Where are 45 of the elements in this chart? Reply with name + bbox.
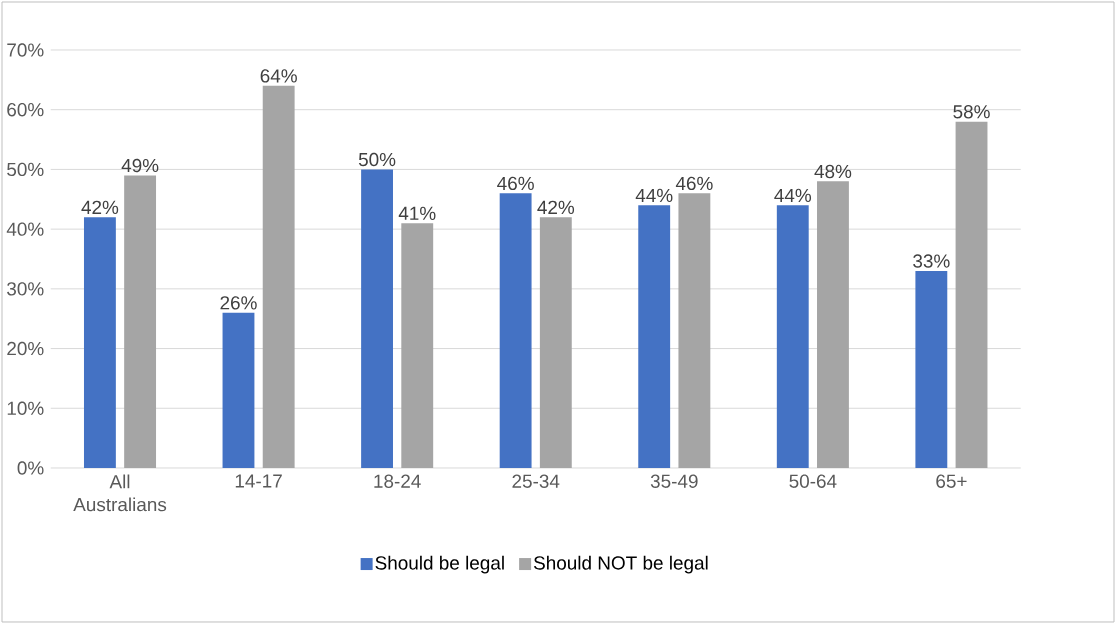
y-tick-label: 40% [6, 222, 44, 236]
y-tick-label: 10% [7, 401, 44, 415]
bar [124, 175, 157, 468]
x-tick-label: 18-24 [374, 474, 421, 488]
x-tick-label: 65+ [936, 474, 967, 488]
data-label: 42% [81, 200, 119, 214]
bar [955, 121, 988, 468]
bar [915, 270, 948, 468]
bar [638, 205, 671, 468]
bar [499, 193, 532, 468]
data-label: 48% [814, 164, 852, 179]
y-tick-label: 0% [17, 461, 44, 475]
x-tick-label: 25-34 [512, 474, 560, 488]
data-label: 49% [121, 158, 159, 173]
x-tick-label: 50-64 [789, 474, 837, 488]
bar [401, 223, 434, 468]
legend-label: Should be legal [375, 555, 504, 574]
y-tick-label: 30% [7, 282, 44, 296]
data-label: 42% [537, 200, 575, 214]
data-label: 50% [358, 152, 396, 167]
legend-label: Should NOT be legal [533, 555, 708, 574]
y-tick-label: 50% [7, 162, 44, 177]
data-label: 26% [220, 296, 257, 310]
bar [539, 217, 572, 468]
bar [776, 205, 809, 468]
bar [817, 181, 849, 468]
x-tick-label: All Australians [73, 474, 167, 512]
data-label: 33% [913, 254, 950, 268]
data-label: 46% [497, 176, 534, 191]
data-label: 46% [675, 176, 713, 191]
data-label: 44% [774, 188, 812, 203]
data-label: 64% [260, 69, 297, 83]
bar [361, 169, 393, 468]
data-label: 44% [635, 188, 673, 203]
bar [262, 85, 295, 468]
data-label: 58% [953, 105, 990, 119]
bar [222, 312, 255, 468]
x-tick-label: 14-17 [235, 474, 282, 488]
y-tick-label: 60% [7, 103, 44, 117]
data-label: 41% [398, 206, 436, 220]
y-tick-label: 20% [7, 341, 44, 356]
y-tick-label: 70% [7, 43, 44, 57]
bar [83, 217, 116, 468]
bar [678, 193, 711, 468]
x-tick-label: 35-49 [650, 474, 698, 488]
